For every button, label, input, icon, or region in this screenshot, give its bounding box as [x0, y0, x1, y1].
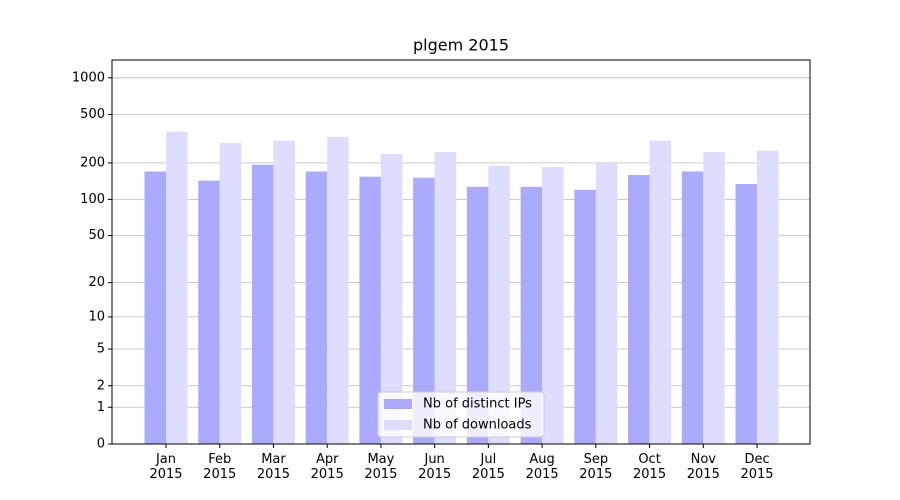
- x-tick-label: Oct 2015: [633, 452, 667, 482]
- x-tick-label: May 2015: [364, 452, 398, 482]
- bar: [359, 176, 381, 445]
- bar: [703, 151, 725, 445]
- x-tick-label: Feb 2015: [203, 452, 237, 482]
- legend-label: Nb of distinct IPs: [423, 397, 532, 412]
- x-tick-label: Aug 2015: [525, 452, 559, 482]
- y-tick-label: 10: [88, 309, 105, 324]
- bar: [273, 140, 295, 444]
- y-tick-label: 500: [80, 107, 105, 122]
- y-tick-label: 0: [97, 437, 105, 452]
- bar: [595, 162, 618, 444]
- x-tick-label: Jun 2015: [418, 452, 452, 482]
- y-tick-label: 50: [88, 228, 105, 243]
- bar: [380, 153, 403, 444]
- bar: [628, 175, 650, 444]
- bar: [144, 171, 166, 444]
- x-tick-label: Jul 2015: [471, 452, 505, 482]
- x-tick-label: Nov 2015: [686, 452, 720, 482]
- y-tick-label: 100: [80, 192, 105, 207]
- bar: [681, 171, 704, 444]
- bar: [649, 140, 672, 444]
- x-tick-label: Sep 2015: [579, 452, 613, 482]
- y-tick-label: 20: [88, 275, 105, 290]
- legend-label: Nb of downloads: [423, 418, 532, 433]
- bar: [574, 189, 596, 444]
- bar: [219, 142, 242, 445]
- x-tick-label: Dec 2015: [740, 452, 774, 482]
- x-tick-label: Apr 2015: [310, 452, 344, 482]
- y-tick-label: 1000: [72, 70, 105, 85]
- bar: [542, 167, 564, 444]
- bar: [488, 165, 510, 444]
- x-tick-label: Jan 2015: [149, 452, 183, 482]
- bar: [735, 184, 758, 444]
- bar: [413, 177, 435, 444]
- chart-title: plgem 2015: [413, 36, 509, 55]
- y-tick-label: 1: [97, 400, 105, 415]
- bar: [198, 180, 220, 445]
- plot-frame: [111, 59, 811, 445]
- legend-swatch: [384, 399, 412, 409]
- bar: [757, 150, 779, 444]
- legend-box: [377, 391, 545, 438]
- y-tick-label: 5: [97, 342, 105, 357]
- x-tick-label: Mar 2015: [256, 452, 290, 482]
- bar: [327, 136, 349, 444]
- bar: [466, 186, 489, 445]
- y-tick-label: 200: [80, 155, 105, 170]
- bar: [166, 131, 188, 444]
- bar: [251, 164, 274, 445]
- legend-swatch: [384, 420, 412, 430]
- bar: [305, 171, 328, 444]
- bar: [434, 151, 457, 445]
- y-tick-label: 2: [97, 378, 105, 393]
- bar: [520, 186, 543, 445]
